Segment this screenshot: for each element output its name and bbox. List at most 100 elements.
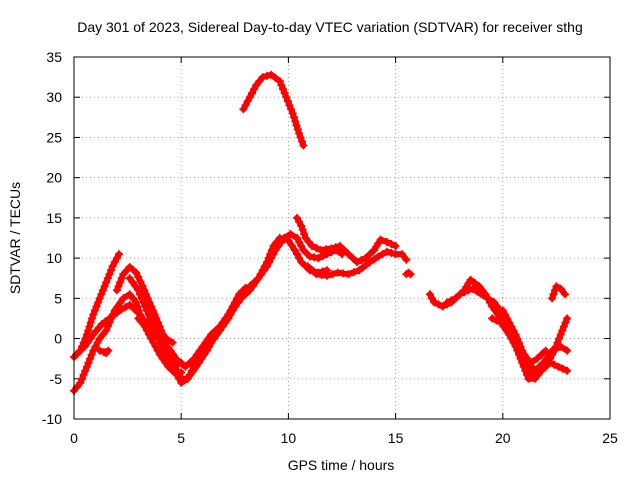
data-point xyxy=(86,318,95,327)
y-axis-label: SDTVAR / TECUs xyxy=(7,182,23,294)
data-point xyxy=(430,298,439,307)
data-point xyxy=(470,279,479,287)
data-point xyxy=(115,250,123,259)
series-arc-9 xyxy=(215,283,250,335)
data-point xyxy=(559,322,568,331)
data-point xyxy=(556,342,565,351)
data-point xyxy=(277,81,286,90)
x-tick-label: 0 xyxy=(70,430,78,446)
data-point xyxy=(287,241,296,250)
data-point xyxy=(266,250,275,259)
data-point xyxy=(132,268,141,277)
data-point xyxy=(105,270,114,279)
data-point xyxy=(267,246,276,255)
data-point xyxy=(308,242,316,250)
data-point xyxy=(220,318,229,327)
data-point xyxy=(558,364,567,373)
data-point xyxy=(383,247,391,256)
y-tick-label: 5 xyxy=(54,290,62,306)
data-point xyxy=(139,298,148,307)
data-point xyxy=(282,93,291,102)
data-point xyxy=(125,300,134,309)
data-point xyxy=(275,77,284,86)
data-point xyxy=(116,298,125,307)
y-tick-label: -10 xyxy=(42,411,62,427)
data-point xyxy=(361,254,370,263)
data-point xyxy=(95,346,104,355)
data-point xyxy=(197,354,206,363)
data-point xyxy=(263,258,271,267)
data-point xyxy=(514,338,523,347)
data-point xyxy=(563,314,572,323)
data-point xyxy=(117,274,126,283)
data-point xyxy=(398,250,406,259)
data-point xyxy=(162,334,171,343)
series-arc-12 xyxy=(303,247,411,280)
data-point xyxy=(374,252,383,261)
data-point xyxy=(555,334,564,343)
data-point xyxy=(112,308,121,317)
data-point xyxy=(271,73,280,82)
data-point xyxy=(365,250,374,259)
data-point xyxy=(503,314,512,323)
chart-title: Day 301 of 2023, Sidereal Day-to-day VTE… xyxy=(77,19,583,35)
series-arc-10 xyxy=(239,70,308,150)
data-point xyxy=(434,300,443,309)
data-point xyxy=(406,270,415,279)
data-point xyxy=(552,282,561,291)
data-point xyxy=(344,250,353,259)
data-point xyxy=(552,344,561,353)
data-point xyxy=(159,330,167,339)
data-point xyxy=(97,290,106,299)
data-point xyxy=(511,330,520,339)
data-point xyxy=(144,310,153,319)
data-point xyxy=(298,226,307,234)
data-point xyxy=(327,244,336,253)
data-point xyxy=(550,360,559,369)
data-point xyxy=(87,350,96,359)
data-point xyxy=(558,326,567,335)
data-point xyxy=(285,101,294,110)
data-point xyxy=(292,121,301,130)
data-point xyxy=(451,294,460,303)
x-tick-label: 10 xyxy=(281,430,297,446)
data-point xyxy=(533,354,542,363)
y-tick-label: 20 xyxy=(46,170,62,186)
data-point xyxy=(556,284,565,293)
data-point xyxy=(534,370,543,379)
data-point xyxy=(258,73,267,82)
data-point xyxy=(488,314,497,323)
data-point xyxy=(391,242,400,250)
data-point xyxy=(134,273,143,282)
data-point xyxy=(383,238,391,246)
data-point xyxy=(290,113,298,122)
data-point xyxy=(328,270,337,279)
data-point xyxy=(230,298,239,307)
data-point xyxy=(563,366,572,375)
data-point xyxy=(548,346,557,355)
data-point xyxy=(263,71,271,80)
data-point xyxy=(522,370,531,379)
series-arc-13 xyxy=(402,268,415,279)
data-point xyxy=(551,286,559,295)
data-point xyxy=(303,262,312,271)
data-point xyxy=(310,253,319,262)
data-point xyxy=(556,330,565,339)
data-point xyxy=(455,290,464,299)
data-point xyxy=(241,101,250,110)
data-point xyxy=(331,243,340,252)
data-point xyxy=(129,294,137,303)
data-point xyxy=(335,242,344,250)
data-point xyxy=(114,282,123,291)
y-tick-label: 35 xyxy=(46,49,62,65)
data-point xyxy=(84,358,93,367)
series-arc-17 xyxy=(498,306,572,375)
data-point xyxy=(531,366,539,375)
data-point xyxy=(241,283,250,292)
data-point xyxy=(141,302,150,311)
data-point xyxy=(291,117,300,126)
data-point xyxy=(520,350,529,359)
data-point xyxy=(563,346,572,355)
data-point xyxy=(308,266,316,275)
